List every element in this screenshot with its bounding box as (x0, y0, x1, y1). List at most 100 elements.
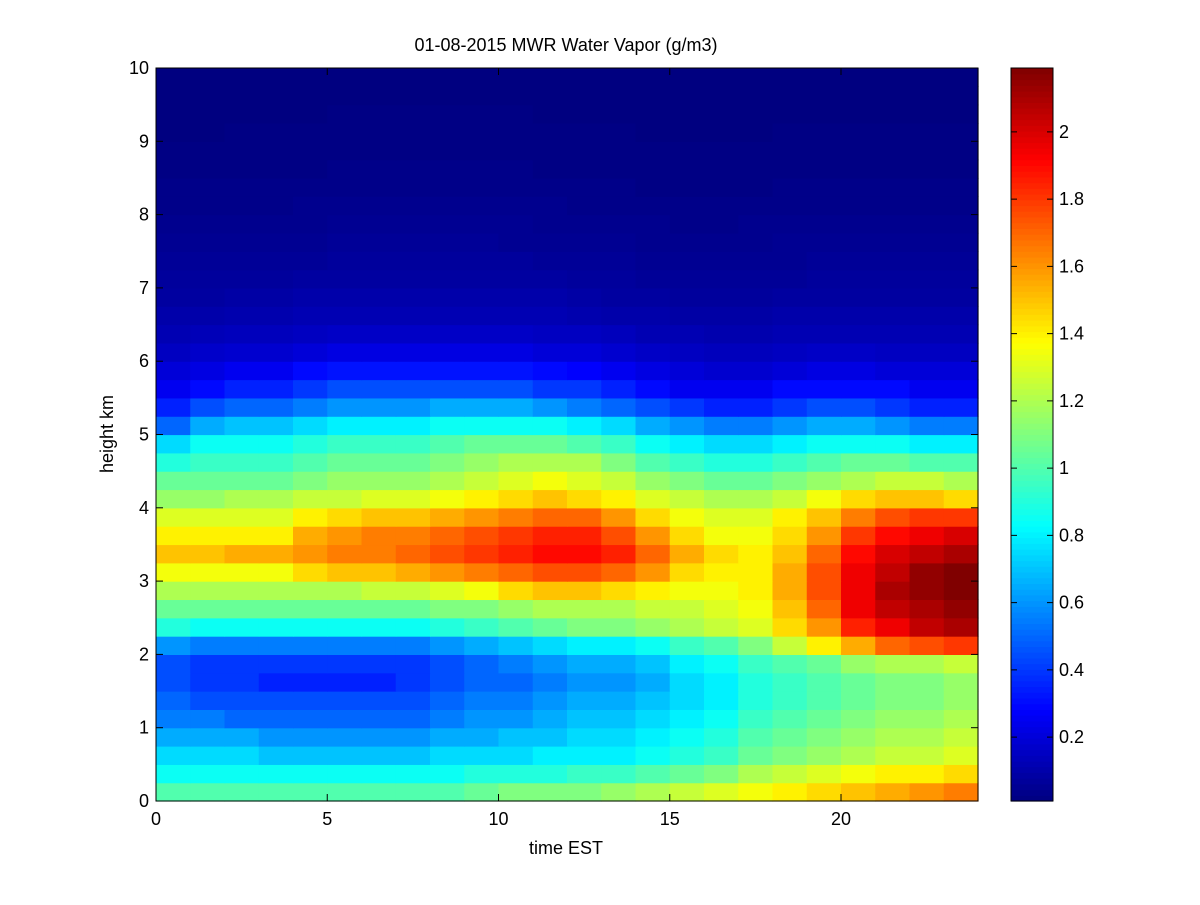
heatmap-cell (361, 489, 397, 509)
heatmap-cell (567, 342, 602, 362)
heatmap-cell (532, 287, 568, 307)
heatmap-cell (943, 562, 979, 582)
heatmap-cell (635, 68, 671, 87)
heatmap-cell (464, 416, 500, 436)
heatmap-cell (327, 727, 363, 747)
heatmap-cell (498, 196, 534, 216)
heatmap-cell (601, 599, 637, 619)
heatmap-cell (190, 709, 226, 729)
heatmap-cell (875, 489, 911, 509)
heatmap-cell (327, 177, 363, 197)
heatmap-cell (841, 581, 876, 601)
heatmap-cell (293, 361, 328, 381)
heatmap-cell (635, 654, 671, 674)
colorbar-segment (1011, 268, 1053, 275)
heatmap-cell (498, 636, 534, 655)
heatmap-cell (464, 672, 500, 692)
heatmap-cell (498, 544, 534, 564)
heatmap-cell (806, 104, 842, 124)
heatmap-cell (704, 471, 739, 491)
heatmap-cell (841, 306, 876, 326)
colorbar-segment (1011, 663, 1053, 670)
heatmap-cell (190, 306, 226, 326)
heatmap-cell (327, 764, 363, 784)
heatmap-cell (430, 562, 465, 582)
heatmap-cell (430, 342, 465, 362)
colorbar-segment (1011, 337, 1053, 344)
heatmap-cell (430, 471, 465, 491)
heatmap-cell (293, 562, 328, 582)
heatmap-cell (772, 452, 808, 472)
heatmap-cell (806, 122, 842, 142)
heatmap-cell (327, 636, 363, 655)
heatmap-cell (635, 562, 671, 582)
colorbar-segment (1011, 148, 1053, 155)
heatmap-cell (806, 196, 842, 216)
heatmap-cell (704, 177, 739, 197)
heatmap-cell (909, 379, 945, 399)
heatmap-cell (361, 617, 397, 637)
colorbar-segment (1011, 125, 1053, 132)
heatmap-cell (430, 196, 465, 216)
heatmap-cell (875, 416, 911, 436)
heatmap-cell (361, 379, 397, 399)
heatmap-cell (361, 68, 397, 87)
heatmap-cell (532, 232, 568, 252)
heatmap-cell (601, 269, 637, 289)
heatmap-cell (909, 214, 945, 234)
heatmap-cell (498, 782, 534, 802)
colorbar-segment (1011, 468, 1053, 476)
heatmap-cell (258, 416, 294, 436)
heatmap-cell (601, 379, 637, 399)
heatmap-cell (601, 397, 637, 417)
heatmap-cell (943, 617, 979, 637)
heatmap-cell (738, 251, 774, 271)
colorbar-segment (1011, 640, 1053, 647)
heatmap-cell (498, 232, 534, 252)
heatmap-cell (841, 782, 876, 802)
heatmap-cell (909, 526, 945, 546)
heatmap-cell (601, 177, 637, 197)
heatmap-cell (532, 141, 568, 161)
colorbar-segment (1011, 239, 1053, 247)
heatmap-cell (258, 709, 294, 729)
heatmap-cell (224, 177, 260, 197)
heatmap-cell (190, 691, 226, 710)
heatmap-cell (156, 489, 191, 509)
heatmap-cell (464, 196, 500, 216)
heatmap-cell (395, 617, 431, 637)
heatmap-cell (738, 599, 774, 619)
colorbar-segment (1011, 142, 1053, 149)
heatmap-cell (190, 251, 226, 271)
heatmap-cell (704, 599, 739, 619)
heatmap-cell (635, 214, 671, 234)
heatmap-cell (258, 379, 294, 399)
heatmap-cell (156, 617, 191, 637)
heatmap-cell (258, 232, 294, 252)
heatmap-cell (190, 196, 226, 216)
heatmap-cell (943, 306, 979, 326)
heatmap-cell (601, 287, 637, 307)
heatmap-cell (464, 86, 500, 106)
heatmap-cell (327, 141, 363, 161)
heatmap-cell (806, 86, 842, 106)
heatmap-cell (841, 342, 876, 362)
colorbar-segment (1011, 423, 1053, 430)
heatmap-cell (738, 196, 774, 216)
heatmap-cell (841, 562, 876, 582)
heatmap-cell (841, 214, 876, 234)
heatmap-cell (224, 104, 260, 124)
colorbar-tick-label: 1.8 (1059, 189, 1084, 209)
heatmap-cell (327, 214, 363, 234)
heatmap-cell (806, 232, 842, 252)
heatmap-cell (806, 141, 842, 161)
heatmap-cell (738, 709, 774, 729)
heatmap-cell (567, 489, 602, 509)
heatmap-cell (395, 251, 431, 271)
heatmap-cell (532, 507, 568, 527)
heatmap-cell (395, 86, 431, 106)
heatmap-cell (806, 709, 842, 729)
heatmap-cell (806, 507, 842, 527)
heatmap-cell (395, 177, 431, 197)
heatmap-cell (532, 214, 568, 234)
